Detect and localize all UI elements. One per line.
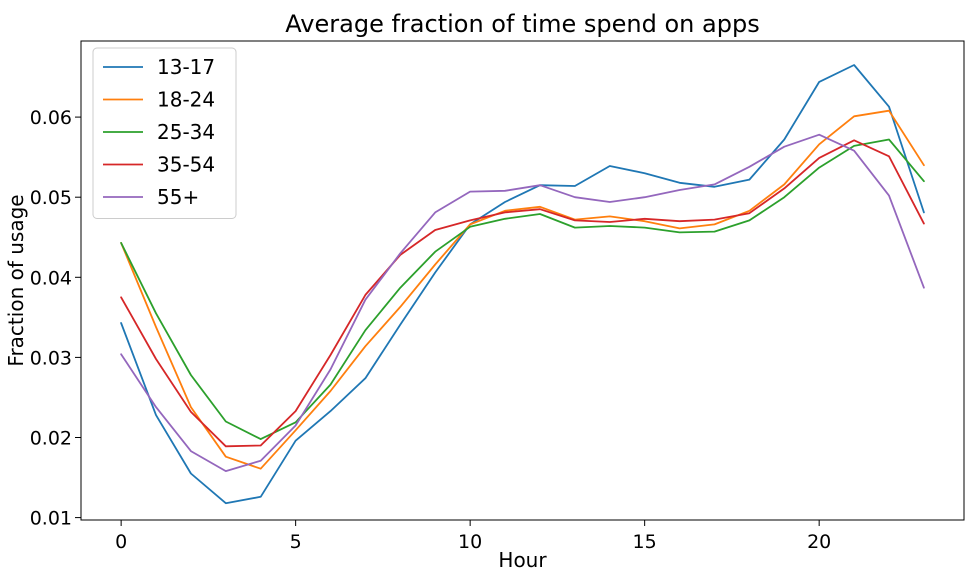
series-layer xyxy=(120,64,925,505)
series-line-35-54 xyxy=(120,139,925,448)
x-tick-label: 5 xyxy=(290,531,302,553)
legend-label: 25-34 xyxy=(157,120,215,144)
legend-box xyxy=(92,47,237,219)
legend-label: 35-54 xyxy=(157,153,215,177)
series-line-18-24 xyxy=(120,109,925,470)
y-tick-label: 0.06 xyxy=(30,107,72,129)
y-axis: 0.01 0.02 0.03 0.04 0.05 0.06 xyxy=(30,107,81,530)
y-tick-label: 0.04 xyxy=(30,267,72,289)
plot-frame xyxy=(80,40,965,521)
y-tick-label: 0.03 xyxy=(30,347,72,369)
x-tick-label: 10 xyxy=(458,531,482,553)
chart-title: Average fraction of time spend on apps xyxy=(285,10,759,38)
series-line-25-34 xyxy=(120,138,925,441)
legend-label: 18-24 xyxy=(157,88,215,112)
x-axis: 0 5 10 15 20 xyxy=(115,520,831,553)
y-tick-label: 0.01 xyxy=(30,508,72,530)
series-line-55+ xyxy=(120,133,925,473)
y-tick-label: 0.02 xyxy=(30,427,72,449)
x-tick-label: 15 xyxy=(633,531,657,553)
plot-area xyxy=(80,40,965,521)
x-tick-label: 0 xyxy=(115,531,127,553)
legend: 13-17 18-24 25-34 35-54 55+ xyxy=(92,47,237,219)
x-axis-title: Hour xyxy=(498,548,547,572)
series-line-13-17 xyxy=(120,64,925,505)
x-tick-label: 20 xyxy=(807,531,831,553)
y-tick-label: 0.05 xyxy=(30,187,72,209)
legend-label: 13-17 xyxy=(157,55,215,79)
legend-label: 55+ xyxy=(157,185,199,209)
y-axis-title: Fraction of usage xyxy=(4,194,28,366)
